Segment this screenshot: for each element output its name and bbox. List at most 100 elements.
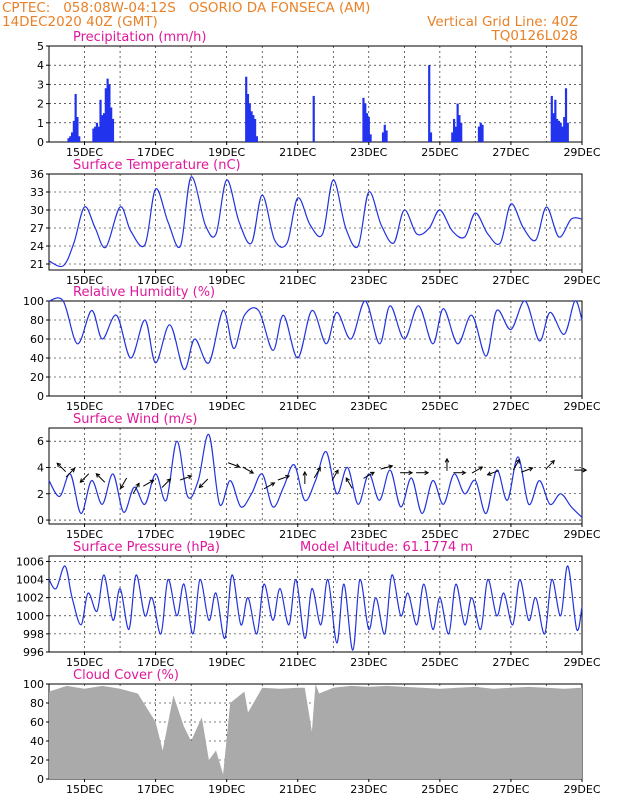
precip-bar — [477, 126, 481, 142]
precip-bar — [563, 117, 566, 142]
precip-bar — [110, 107, 113, 142]
pressure-ytick-label: 1000 — [16, 610, 44, 623]
precip-bar — [481, 124, 484, 142]
temp-xtick-label: 25DEC — [421, 274, 458, 287]
precip-bar — [99, 99, 102, 142]
pressure-xtick-label: 17DEC — [137, 656, 174, 669]
cloud-ytick-label: 80 — [30, 697, 44, 710]
wind-arrow — [277, 474, 291, 481]
cloud-xtick-label: 23DEC — [350, 783, 387, 796]
wind-ytick-label: 2 — [37, 488, 44, 501]
cloud-xtick-label: 25DEC — [421, 783, 458, 796]
wind-arrow — [380, 464, 394, 470]
pressure-ytick-label: 1004 — [16, 574, 44, 587]
rh-ytick-label: 60 — [30, 333, 44, 346]
precip-bar — [458, 115, 461, 142]
wind-arrow — [198, 478, 209, 489]
pressure-ytick-label: 996 — [23, 646, 44, 659]
wind-xtick-label: 19DEC — [208, 528, 245, 541]
pressure-annotation: Model Altitude: 61.1774 m — [300, 540, 473, 555]
rh-xtick-label: 29DEC — [563, 400, 600, 413]
precip-bar — [108, 84, 111, 142]
temp-ytick-label: 30 — [30, 204, 44, 217]
precip-bar — [74, 94, 77, 142]
cloud-xtick-label: 27DEC — [492, 783, 529, 796]
cloud-xtick-label: 15DEC — [66, 783, 103, 796]
wind-arrow — [363, 471, 375, 479]
pressure-title: Surface Pressure (hPa) — [73, 540, 220, 555]
wind-arrow — [179, 474, 193, 481]
wind-xtick-label: 23DEC — [350, 528, 387, 541]
precip-bar — [246, 94, 250, 142]
precip-ytick-label: 0 — [37, 136, 44, 149]
header-line1: CPTEC: 058:08W-04:12S OSORIO DA FONSECA … — [2, 0, 371, 16]
precip-bar — [554, 99, 557, 142]
wind-xtick-label: 21DEC — [279, 528, 316, 541]
precip-bar — [429, 132, 433, 142]
pressure-xtick-label: 29DEC — [563, 656, 600, 669]
wind-arrow — [521, 466, 534, 473]
pressure-ytick-label: 1002 — [16, 592, 44, 605]
wind-xtick-label: 15DEC — [66, 528, 103, 541]
temp-ytick-label: 33 — [30, 186, 44, 199]
precip-bar — [252, 115, 255, 142]
precip-xtick-label: 19DEC — [208, 146, 245, 159]
rh-xtick-label: 19DEC — [208, 400, 245, 413]
precip-bar — [104, 88, 107, 142]
precip-bar — [559, 122, 562, 142]
header-date: 14DEC2020 40Z (GMT) — [2, 14, 158, 30]
pressure-panel: 996 998 1000 1002 1004 1006 15DEC 17DEC 19DEC 21D… — [16, 540, 601, 669]
rh-ytick-label: 100 — [23, 295, 44, 308]
precip-bar — [92, 128, 95, 142]
wind-arrow — [302, 470, 308, 484]
precip-bar — [106, 78, 109, 142]
precip-bar — [362, 97, 365, 142]
wind-arrow — [95, 472, 106, 483]
cloud-xtick-label: 21DEC — [279, 783, 316, 796]
precip-bar — [70, 132, 74, 142]
precip-bar — [552, 113, 555, 142]
wind-arrow — [345, 477, 353, 489]
precip-xtick-label: 29DEC — [563, 146, 600, 159]
precip-bar — [557, 120, 561, 142]
precip-xtick-label: 23DEC — [350, 146, 387, 159]
cloud-title: Cloud Cover (%) — [73, 668, 179, 683]
precip-bar — [369, 134, 372, 142]
precip-bar — [364, 103, 367, 142]
temp-ytick-label: 21 — [30, 258, 44, 271]
precip-xtick-label: 27DEC — [492, 146, 529, 159]
precip-bar — [67, 138, 70, 142]
rh-ytick-label: 0 — [37, 390, 44, 403]
cloud-xtick-label: 19DEC — [208, 783, 245, 796]
temp-ytick-label: 27 — [30, 222, 44, 235]
precip-bar — [94, 126, 97, 142]
precip-title: Precipitation (mm/h) — [73, 30, 206, 45]
rh-xtick-label: 17DEC — [137, 400, 174, 413]
cloud-panel: 0 20 40 60 80 100 15DEC 17DEC 19DEC 21DEC 23DEC 25D… — [23, 668, 601, 796]
header-model-id: TQ0126L028 — [491, 28, 578, 44]
wind-arrow — [313, 466, 321, 479]
precip-bar — [111, 118, 115, 142]
wind-arrow — [227, 462, 241, 468]
rh-line — [48, 297, 583, 371]
wind-arrow — [486, 470, 499, 476]
precip-ytick-label: 2 — [37, 98, 44, 111]
precip-bar — [365, 113, 369, 142]
temp-xtick-label: 23DEC — [350, 274, 387, 287]
pressure-xtick-label: 23DEC — [350, 656, 387, 669]
wind-arrow — [400, 470, 414, 476]
rh-xtick-label: 27DEC — [492, 400, 529, 413]
precip-xtick-label: 25DEC — [421, 146, 458, 159]
precip-bar — [312, 95, 315, 142]
wind-arrow — [453, 470, 467, 476]
wind-arrow — [545, 459, 556, 470]
precip-bar — [101, 115, 104, 142]
wind-arrow — [161, 478, 172, 488]
wind-arrow — [574, 467, 588, 473]
precip-bar — [255, 136, 258, 142]
cloud-xtick-label: 29DEC — [563, 783, 600, 796]
precip-ytick-label: 5 — [37, 40, 44, 53]
precip-bar — [460, 122, 463, 142]
wind-arrow — [444, 457, 450, 471]
